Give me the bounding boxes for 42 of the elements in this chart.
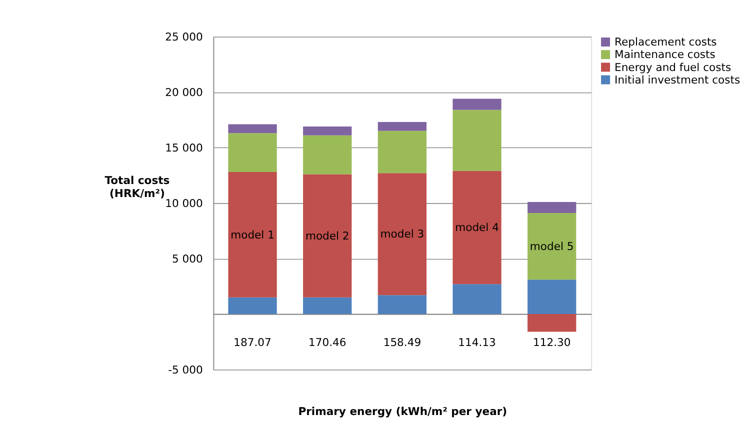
x-tick-label: 112.30	[532, 336, 571, 349]
bar	[452, 98, 502, 110]
bar	[452, 170, 502, 284]
bar	[228, 297, 277, 314]
bar	[378, 295, 427, 314]
y-tick-label: 5 000	[172, 252, 204, 266]
bar	[303, 135, 352, 174]
annotation: model 1	[230, 228, 274, 242]
bar	[378, 130, 427, 174]
y-axis-title: Total costs (HRK/m²)	[104, 174, 170, 200]
x-tick-label: 114.13	[458, 336, 496, 349]
legend-label: Maintenance costs	[614, 48, 716, 62]
bar	[228, 133, 277, 172]
bar	[528, 314, 576, 332]
bar	[303, 297, 352, 314]
y-tick-label: -5 000	[168, 364, 204, 377]
bar	[528, 213, 576, 280]
y-tick-label: 20 000	[165, 86, 204, 100]
bar	[452, 284, 502, 314]
y-tick-label: 15 000	[165, 142, 204, 155]
bar	[378, 122, 427, 131]
bar	[528, 202, 576, 214]
legend-label: Energy and fuel costs	[614, 60, 732, 74]
annotation: model 2	[305, 229, 350, 242]
annotation: model 5	[530, 240, 574, 253]
annotation: model 3	[380, 228, 424, 241]
legend-label: Initial investment costs	[614, 73, 740, 86]
x-tick-label: 158.49	[383, 336, 422, 349]
bar	[228, 172, 277, 298]
x-tick-label: 170.46	[308, 336, 346, 349]
y-tick-label: 25 000	[165, 30, 204, 44]
bar	[528, 280, 576, 314]
x-tick-label: 187.07	[234, 336, 272, 349]
bar	[303, 126, 352, 136]
bar	[228, 124, 277, 134]
x-axis-title: Primary energy (kWh/m² per year)	[298, 404, 508, 418]
bar	[378, 173, 427, 296]
bar	[452, 110, 502, 171]
y-tick-label: 10 000	[165, 197, 204, 210]
legend-label: Replacement costs	[614, 36, 718, 49]
bar	[303, 174, 352, 298]
annotation: model 4	[455, 221, 500, 234]
